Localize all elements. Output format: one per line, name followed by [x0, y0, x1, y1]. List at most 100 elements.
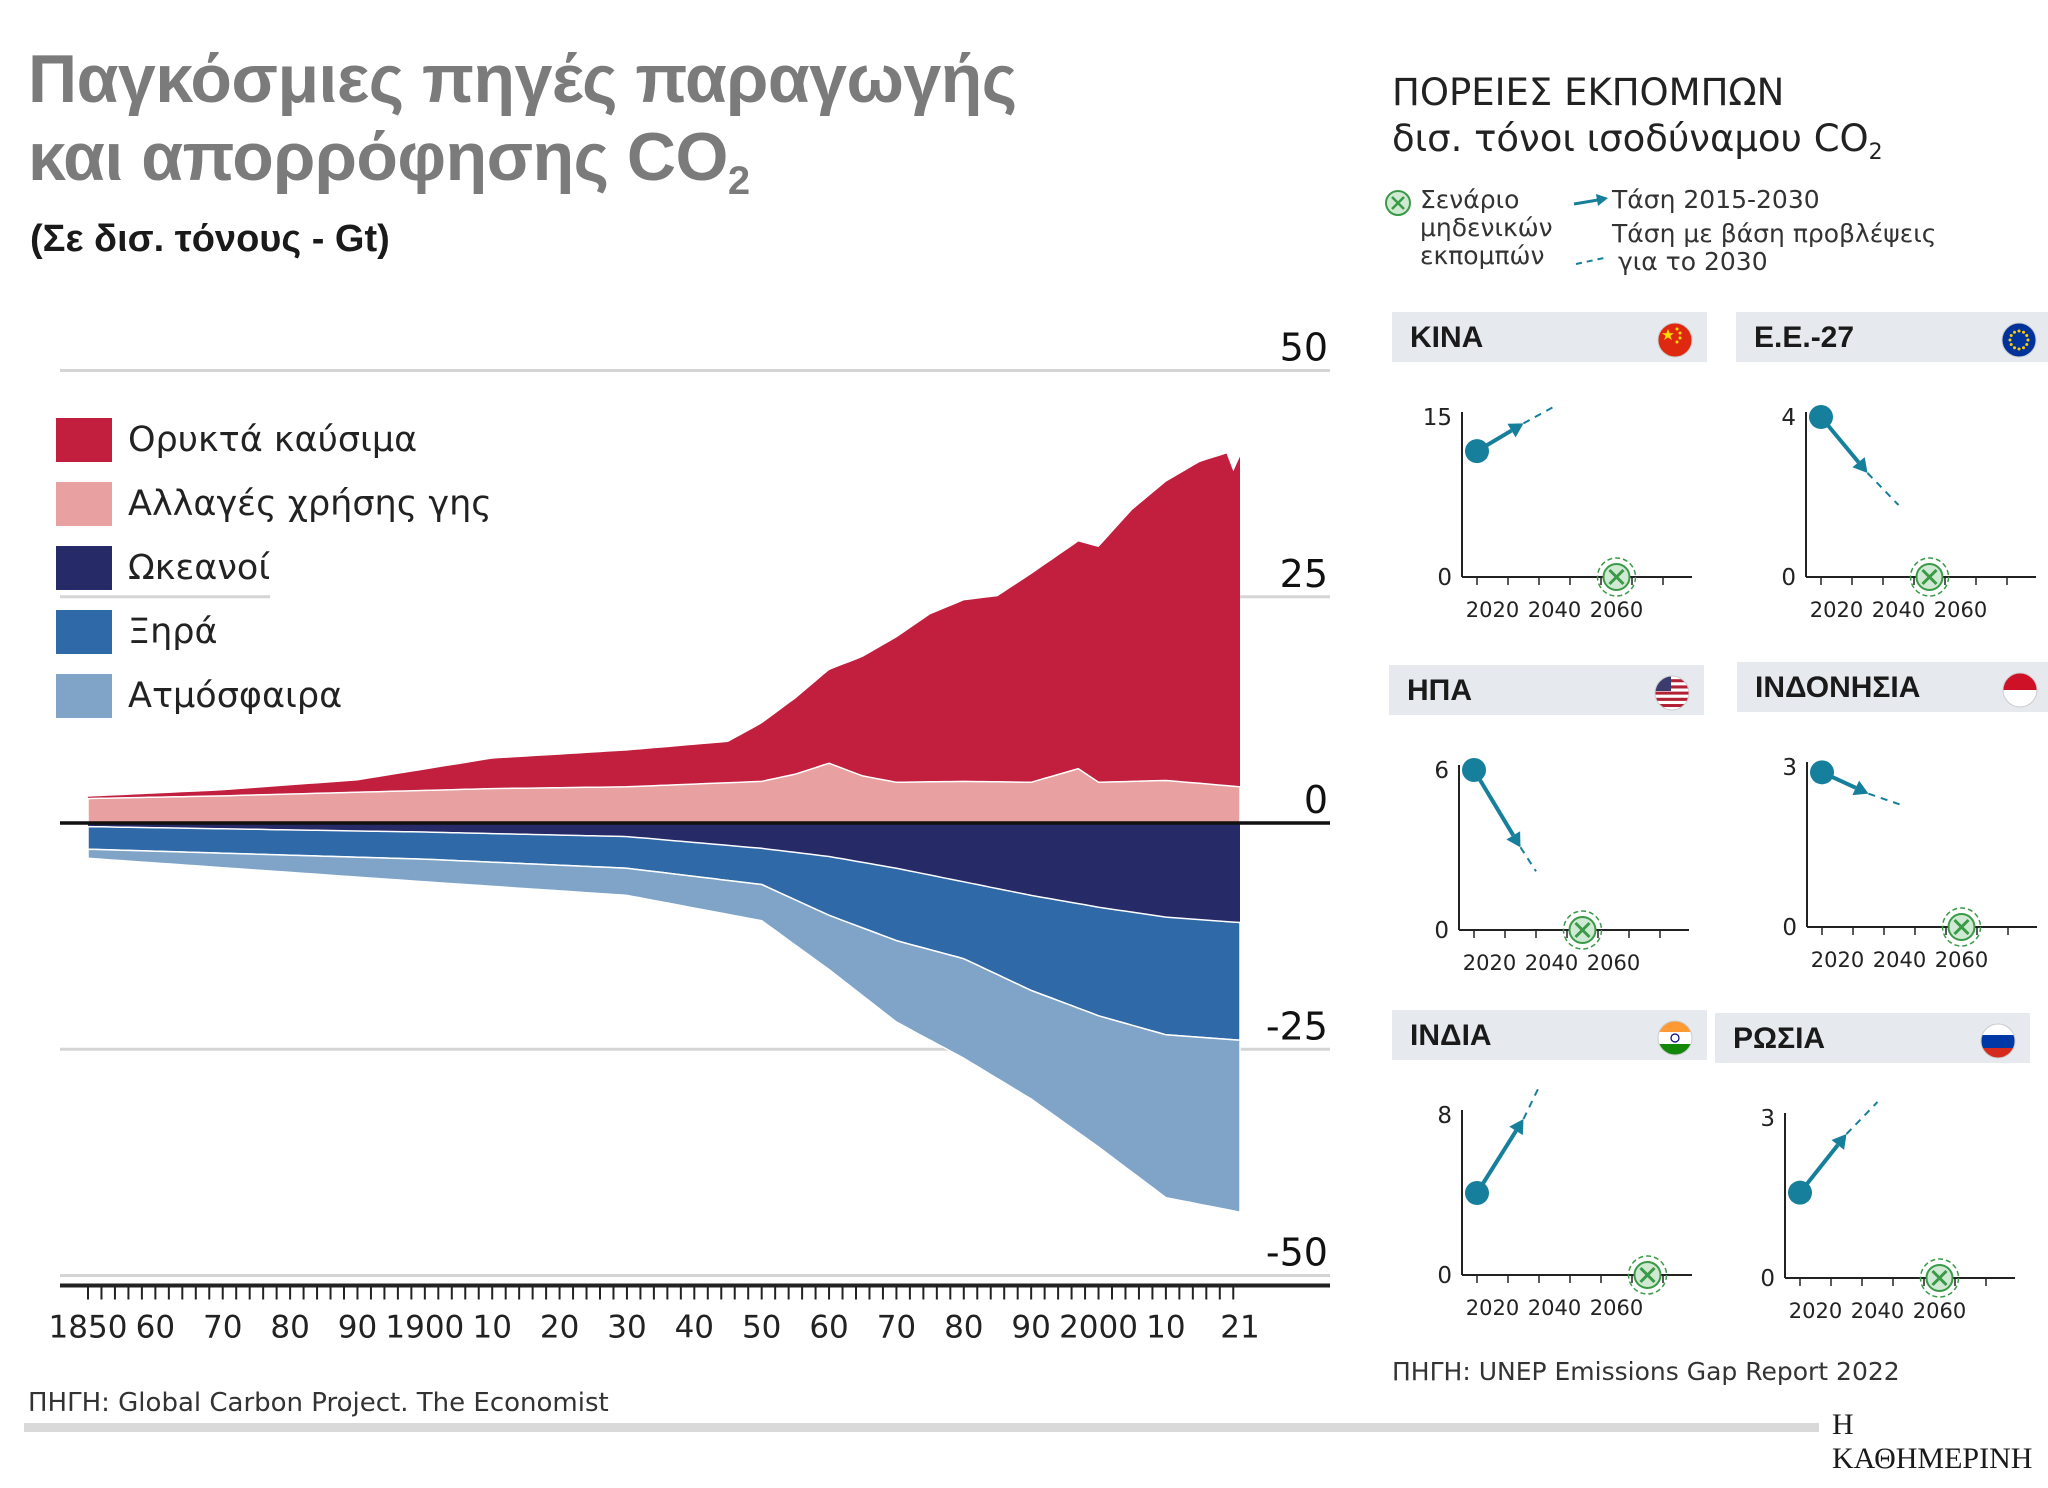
country-chart-india: ΙΝΔΙΑ 8 0 2020 2040 2060 — [1392, 1010, 1722, 1360]
country-name: ΚΙΝΑ — [1410, 321, 1484, 354]
legend-label: Ξηρά — [128, 612, 218, 652]
legend-trend: Τάση 2015-2030 — [1612, 185, 1820, 214]
x-tick-label: 2060 — [1587, 951, 1640, 975]
y-tick-label: 0 — [1434, 918, 1449, 944]
country-plot: 8 0 2020 2040 2060 — [1437, 1086, 1692, 1320]
x-tick-label: 2020 — [1463, 951, 1516, 975]
start-point — [1809, 405, 1833, 429]
title-line-2: και απορρόφησης CO — [28, 119, 728, 195]
y-tick-label: 0 — [1437, 1263, 1452, 1289]
country-plot: 15 0 2020 2040 2060 — [1423, 405, 1692, 622]
x-tick-label: 2040 — [1528, 1296, 1581, 1320]
y-tick-label: 0 — [1437, 565, 1452, 591]
projection-line — [1522, 1086, 1540, 1120]
y-tick-label: -50 — [1266, 1231, 1328, 1275]
y-tick-label: 0 — [1781, 565, 1796, 591]
legend-swatch — [56, 546, 112, 590]
start-point — [1465, 439, 1489, 464]
x-tick-label: 20 — [540, 1310, 579, 1346]
legend-item-land_sink: Ξηρά — [56, 600, 492, 664]
russia-flag-icon — [1980, 1023, 2016, 1059]
trend-arrow-icon — [1573, 194, 1608, 206]
area-fossil-fuels — [88, 453, 1240, 799]
country-header: ΚΙΝΑ — [1392, 312, 1707, 362]
legend-label: Ατμόσφαιρα — [128, 676, 343, 716]
start-point — [1465, 1181, 1489, 1205]
y-tick-label: 50 — [1280, 326, 1328, 370]
start-point — [1788, 1180, 1812, 1205]
country-header: ΙΝΔΟΝΗΣΙΑ — [1737, 662, 2048, 712]
y-tick-label: 0 — [1304, 778, 1328, 822]
x-tick-label: 2060 — [1935, 948, 1988, 972]
country-plot: 6 0 2020 2040 2060 — [1434, 758, 1689, 975]
right-title-line-1: ΠΟΡΕΙΕΣ ΕΚΠΟΜΠΩΝ — [1392, 71, 1785, 114]
right-panel-title: ΠΟΡΕΙΕΣ ΕΚΠΟΜΠΩΝ δισ. τόνοι ισοδύναμου C… — [1392, 70, 1883, 176]
x-axis-ticks — [87, 1285, 1235, 1300]
x-tick-label: 2020 — [1789, 1299, 1842, 1323]
country-chart-indonesia: ΙΝΔΟΝΗΣΙΑ 3 0 2020 2040 2060 — [1737, 662, 2048, 1012]
start-point — [1462, 758, 1486, 782]
country-header: ΡΩΣΙΑ — [1715, 1013, 2030, 1063]
country-plot: 3 0 2020 2040 2060 — [1782, 755, 2037, 972]
legend-netzero-line-1: Σενάριο — [1420, 185, 1520, 214]
legend-item-ocean: Ωκεανοί — [56, 536, 492, 600]
legend-swatch — [56, 610, 112, 654]
x-tick-label: 2040 — [1528, 598, 1581, 622]
y-tick-label: 8 — [1437, 1103, 1452, 1129]
y-tick-label: 15 — [1423, 405, 1452, 431]
eu-flag-icon — [2001, 322, 2037, 358]
country-chart-usa: ΗΠΑ 6 0 2020 2040 2060 — [1389, 665, 1719, 1015]
x-tick-label: 2020 — [1466, 598, 1519, 622]
trend-line — [1475, 1129, 1518, 1195]
right-title-subscript: 2 — [1868, 140, 1883, 165]
title-line-1: Παγκόσμιες πηγές παραγωγής — [28, 41, 1017, 117]
country-name: ΗΠΑ — [1407, 674, 1472, 707]
country-chart-china: ΚΙΝΑ 15 0 2020 2040 2060 — [1392, 312, 1722, 662]
legend-netzero-line-3: εκπομπών — [1420, 241, 1545, 270]
x-tick-label: 2020 — [1466, 1296, 1519, 1320]
x-tick-label: 2040 — [1525, 951, 1578, 975]
main-area-chart: 1850 60 70 80 90 1900 10 20 30 40 50 60 70 80 90 2000 10… — [49, 326, 1330, 1346]
x-tick-label: 40 — [675, 1310, 714, 1346]
x-tick-label: 70 — [877, 1310, 916, 1346]
country-plot: 3 0 2020 2040 2060 — [1760, 1101, 2015, 1323]
x-tick-label: 2060 — [1913, 1299, 1966, 1323]
netzero-icon — [1562, 910, 1603, 950]
main-legend: Ορυκτά καύσιμα Αλλαγές χρήσης γης Ωκεανοί Ξ… — [56, 408, 492, 728]
y-tick-label: 3 — [1782, 755, 1797, 781]
y-tick-label: 0 — [1782, 915, 1797, 941]
right-title-line-2: δισ. τόνοι ισοδύναμου CO — [1392, 117, 1869, 160]
x-tick-label: 2020 — [1811, 948, 1864, 972]
x-tick-label: 1850 — [49, 1310, 128, 1346]
legend-swatch — [56, 482, 112, 526]
x-tick-label: 2020 — [1810, 598, 1863, 622]
country-header: ΗΠΑ — [1389, 665, 1704, 715]
trend-arrowhead — [1831, 1134, 1847, 1150]
start-point — [1810, 760, 1834, 785]
y-tick-label: -25 — [1266, 1004, 1328, 1048]
trend-arrowhead — [1852, 780, 1869, 796]
country-flag — [1652, 673, 1692, 718]
legend-swatch — [56, 418, 112, 462]
x-tick-label: 21 — [1220, 1310, 1259, 1346]
legend-item-atmosphere: Ατμόσφαιρα — [56, 664, 492, 728]
legend-label: Αλλαγές χρήσης γης — [128, 484, 492, 524]
legend-projection-line-1: Τάση με βάση προβλέψεις — [1612, 219, 1937, 248]
x-tick-label: 2060 — [1934, 598, 1987, 622]
brand-logo: Η ΚΑΘΗΜΕΡΙΝΗ — [1832, 1408, 2033, 1475]
y-tick-label: 25 — [1280, 552, 1328, 596]
legend-projection-line-2: για το 2030 — [1618, 247, 1768, 276]
legend-label: Ωκεανοί — [128, 548, 271, 588]
projection-dash-icon — [1575, 257, 1605, 265]
country-name: ΙΝΔΟΝΗΣΙΑ — [1755, 671, 1921, 704]
netzero-legend-icon — [1385, 190, 1411, 216]
x-tick-label: 2060 — [1590, 1296, 1643, 1320]
country-flag — [1978, 1021, 2018, 1066]
netzero-icon — [1941, 907, 1982, 947]
x-tick-label: 2040 — [1851, 1299, 1904, 1323]
indonesia-flag-icon — [2002, 672, 2038, 708]
india-flag-icon — [1657, 1020, 1693, 1056]
x-tick-label: 80 — [270, 1310, 309, 1346]
country-chart-eu: Ε.Ε.-27 4 0 2020 2040 2060 — [1736, 312, 2048, 662]
x-tick-label: 1900 — [385, 1310, 464, 1346]
